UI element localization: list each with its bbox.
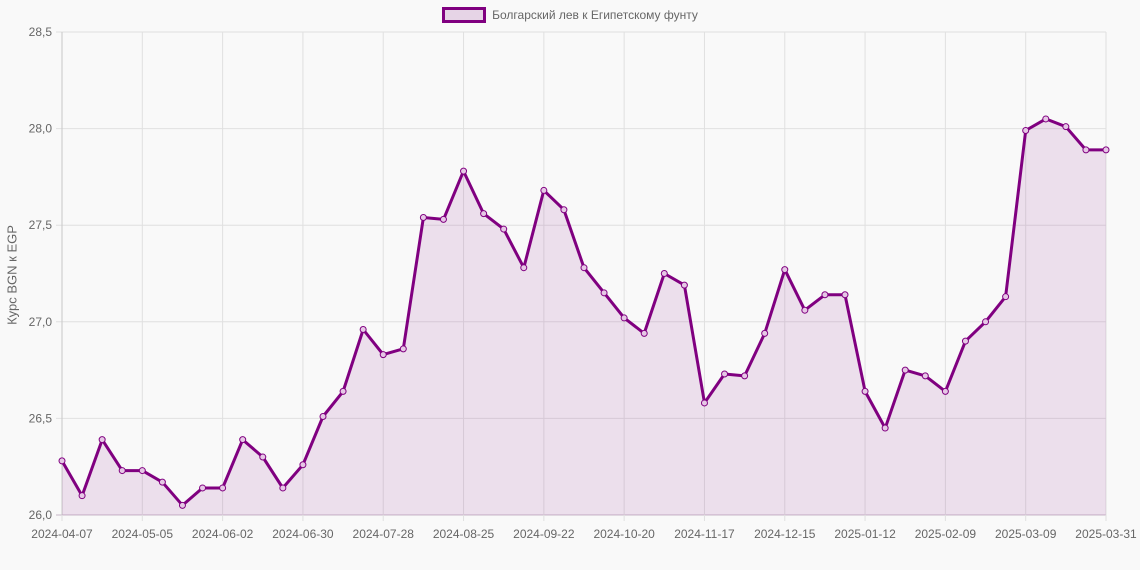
data-point[interactable]	[379, 351, 387, 359]
y-tick-label: 26,0	[29, 508, 53, 522]
data-point[interactable]	[1102, 146, 1110, 154]
data-point[interactable]	[861, 387, 869, 395]
data-point[interactable]	[339, 387, 347, 395]
x-tick-label: 2024-06-30	[272, 527, 334, 541]
y-tick-label: 27,0	[29, 315, 53, 329]
x-tick-label: 2024-05-05	[112, 527, 174, 541]
data-point[interactable]	[480, 210, 488, 218]
x-tick-label: 2024-07-28	[353, 527, 415, 541]
y-tick-label: 28,5	[29, 25, 53, 39]
data-point[interactable]	[1042, 115, 1050, 123]
data-point[interactable]	[801, 306, 809, 314]
series-area	[62, 118, 1106, 516]
data-point[interactable]	[901, 366, 909, 374]
x-tick-label: 2025-02-09	[915, 527, 977, 541]
data-point[interactable]	[319, 412, 327, 420]
data-point[interactable]	[821, 291, 829, 299]
legend-swatch-icon	[442, 7, 487, 23]
data-point[interactable]	[78, 492, 86, 500]
x-tick-label: 2025-03-09	[995, 527, 1057, 541]
x-axis-ticks: 2024-04-07 2024-05-05 2024-06-02 2024-06-30…	[31, 527, 1137, 541]
data-point[interactable]	[158, 478, 166, 486]
data-point[interactable]	[982, 318, 990, 326]
data-point[interactable]	[259, 453, 267, 461]
data-point[interactable]	[921, 372, 929, 380]
data-point[interactable]	[219, 484, 227, 492]
data-point[interactable]	[419, 213, 427, 221]
data-point[interactable]	[941, 387, 949, 395]
data-point[interactable]	[1002, 293, 1010, 301]
y-tick-label: 26,5	[29, 411, 53, 425]
data-point[interactable]	[500, 225, 508, 233]
data-point[interactable]	[741, 372, 749, 380]
chart-legend[interactable]: Болгарский лев к Египетскому фунту	[0, 7, 1140, 23]
data-point[interactable]	[600, 289, 608, 297]
data-point[interactable]	[138, 467, 146, 475]
y-axis-ticks: 26,0 26,5 27,0 27,5 28,0 28,5	[29, 25, 53, 522]
data-point[interactable]	[560, 206, 568, 214]
data-point[interactable]	[118, 467, 126, 475]
x-tick-label: 2024-08-25	[433, 527, 495, 541]
data-point[interactable]	[199, 484, 207, 492]
data-point[interactable]	[961, 337, 969, 345]
data-point[interactable]	[58, 457, 66, 465]
data-point[interactable]	[721, 370, 729, 378]
x-tick-label: 2024-12-15	[754, 527, 816, 541]
data-point[interactable]	[279, 484, 287, 492]
data-point[interactable]	[178, 501, 186, 509]
legend-label: Болгарский лев к Египетскому фунту	[492, 8, 698, 22]
data-point[interactable]	[520, 264, 528, 272]
x-tick-label: 2025-01-12	[834, 527, 896, 541]
data-point[interactable]	[680, 281, 688, 289]
x-tick-label: 2024-06-02	[192, 527, 254, 541]
data-point[interactable]	[761, 329, 769, 337]
data-point[interactable]	[439, 215, 447, 223]
x-tick-label: 2025-03-31	[1075, 527, 1137, 541]
data-point[interactable]	[399, 345, 407, 353]
data-point[interactable]	[1082, 146, 1090, 154]
data-point[interactable]	[540, 186, 548, 194]
data-point[interactable]	[1062, 123, 1070, 131]
data-point[interactable]	[620, 314, 628, 322]
data-point[interactable]	[640, 329, 648, 337]
data-point[interactable]	[700, 399, 708, 407]
data-point[interactable]	[460, 167, 468, 175]
series-points[interactable]	[58, 115, 1110, 509]
data-point[interactable]	[881, 424, 889, 432]
data-point[interactable]	[299, 461, 307, 469]
data-point[interactable]	[239, 436, 247, 444]
x-tick-label: 2024-10-20	[593, 527, 655, 541]
x-tick-label: 2024-09-22	[513, 527, 575, 541]
y-tick-label: 28,0	[29, 122, 53, 136]
data-point[interactable]	[841, 291, 849, 299]
data-point[interactable]	[781, 266, 789, 274]
x-tick-label: 2024-04-07	[31, 527, 93, 541]
data-point[interactable]	[1022, 127, 1030, 135]
data-point[interactable]	[359, 326, 367, 334]
x-tick-label: 2024-11-17	[674, 527, 735, 541]
data-point[interactable]	[660, 270, 668, 277]
chart-grid	[56, 31, 1107, 521]
data-point[interactable]	[98, 436, 106, 444]
y-tick-label: 27,5	[29, 218, 53, 232]
data-point[interactable]	[580, 264, 588, 272]
